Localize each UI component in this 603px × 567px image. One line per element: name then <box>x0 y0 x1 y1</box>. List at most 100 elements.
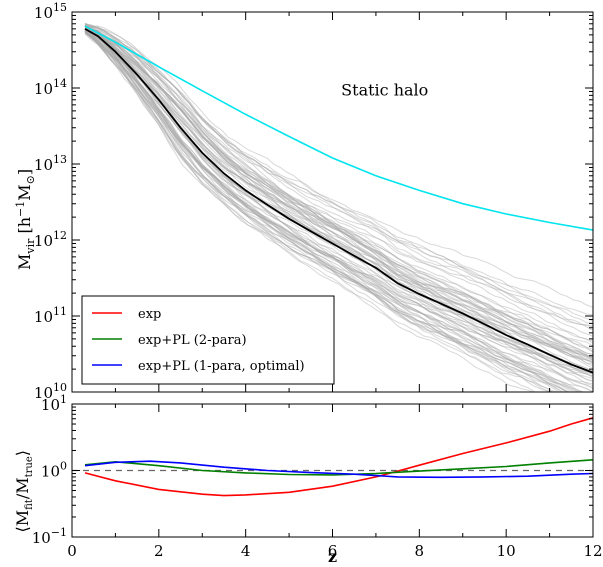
halo-track-line <box>84 30 593 392</box>
exp-ratio-line <box>84 417 594 497</box>
halo-track-line <box>84 31 535 392</box>
halo-track-line <box>84 31 554 392</box>
halo-track-line <box>84 30 593 374</box>
halo-track-line <box>84 25 593 327</box>
individual-halo-tracks <box>84 22 593 392</box>
halo-track-line <box>84 31 593 387</box>
halo-track-line <box>84 32 559 392</box>
ylabel-sup: −1 <box>14 201 27 217</box>
y-tick-label: 1013 <box>34 153 67 174</box>
halo-track-line <box>84 30 593 388</box>
top-series-lines <box>84 25 594 374</box>
y-tick-label: 1010 <box>34 381 67 402</box>
x-tick-label: 2 <box>154 542 164 560</box>
ratio-y-tick-label: 10−1 <box>32 526 67 547</box>
halo-track-line <box>84 27 593 355</box>
legend: exp exp+PL (2-para) exp+PL (1-para, optima… <box>81 295 335 385</box>
x-tick-label: 6 <box>328 542 338 560</box>
y-tick-label: 1012 <box>34 229 67 250</box>
ratio-label-close: ⟩ <box>13 450 32 456</box>
ratio-y-tick-label: 100 <box>41 460 67 481</box>
halo-track-line <box>84 31 555 392</box>
halo-track-line <box>84 23 593 363</box>
bottom-panel: 10−1 100 101 0 2 4 6 8 10 12 z ⟨Mfit/Mtrue⟩ <box>13 393 603 566</box>
halo-track-line <box>84 22 593 328</box>
legend-label: exp <box>138 307 161 322</box>
legend-label: exp+PL (2-para) <box>138 333 247 348</box>
halo-track-line <box>84 28 581 392</box>
halo-track-line <box>84 29 593 385</box>
ylabel-close: ] <box>15 169 34 175</box>
y-tick-label: 1015 <box>34 1 67 22</box>
top-axis-ticks: 1010 1011 1012 1013 1014 1015 <box>34 1 594 402</box>
halo-track-line <box>84 30 567 392</box>
legend-label: exp+PL (1-para, optimal) <box>138 359 305 374</box>
halo-track-line <box>84 24 593 367</box>
y-tick-label: 1011 <box>34 305 67 326</box>
ylabel-tail: M <box>15 184 34 200</box>
ylabel-rest: [h <box>15 217 34 239</box>
halo-track-line <box>84 28 593 347</box>
halo-track-line <box>84 32 585 392</box>
median-track-line <box>84 28 594 374</box>
ratio-label-true: true <box>24 456 35 477</box>
x-axis-label: z <box>328 547 337 566</box>
halo-track-line <box>84 24 593 392</box>
halo-track-line <box>84 30 593 372</box>
ratio-y-tick-label: 101 <box>41 393 67 414</box>
x-tick-label: 0 <box>67 542 77 560</box>
halo-track-line <box>84 27 593 353</box>
halo-track-line <box>84 26 593 337</box>
halo-track-line <box>84 24 593 374</box>
top-panel: Static halo 1010 1011 1012 1013 1014 1015 exp… <box>14 1 594 402</box>
halo-track-line <box>84 29 593 360</box>
halo-track-line <box>84 29 551 392</box>
halo-track-line <box>84 25 593 331</box>
halo-track-line <box>84 28 563 392</box>
halo-track-line <box>84 27 593 359</box>
halo-track-line <box>84 26 593 308</box>
halo-track-line <box>84 31 560 392</box>
bottom-y-axis-label: ⟨Mfit/Mtrue⟩ <box>13 450 35 533</box>
halo-track-line <box>84 30 580 392</box>
halo-track-line <box>84 29 583 392</box>
halo-track-line <box>84 28 593 358</box>
halo-track-line <box>84 27 593 352</box>
ylabel-main: M <box>15 254 34 270</box>
halo-track-line <box>84 23 593 325</box>
ylabel-sub: vir <box>24 238 37 255</box>
halo-track-line <box>84 27 593 369</box>
halo-track-line <box>84 27 593 377</box>
legend-box <box>81 295 335 385</box>
halo-track-line <box>84 24 593 360</box>
halo-track-line <box>84 28 593 364</box>
ratio-label-main: ⟨M <box>13 510 32 533</box>
halo-track-line <box>84 24 593 390</box>
halo-track-line <box>84 28 593 362</box>
ratio-label-mid: /M <box>13 477 32 499</box>
halo-track-line <box>84 26 593 375</box>
halo-track-line <box>84 28 570 392</box>
ratio-label-fit: fit <box>24 499 35 510</box>
exp-pl-2para-ratio-line <box>84 459 594 476</box>
halo-track-line <box>84 32 593 373</box>
static-halo-annotation: Static halo <box>341 80 428 99</box>
halo-track-line <box>84 31 593 364</box>
halo-track-line <box>84 29 593 378</box>
x-tick-label: 8 <box>415 542 425 560</box>
halo-track-line <box>84 32 569 392</box>
halo-track-line <box>84 23 593 316</box>
halo-track-line <box>84 24 593 322</box>
halo-track-line <box>84 28 537 392</box>
halo-track-line <box>84 30 565 392</box>
halo-track-line <box>84 31 593 380</box>
top-y-axis-label: Mvir [h−1M⊙] <box>14 169 37 270</box>
x-tick-label: 4 <box>241 542 251 560</box>
halo-track-line <box>84 28 593 361</box>
bottom-axis-ticks: 10−1 100 101 0 2 4 6 8 10 12 <box>32 393 603 560</box>
halo-track-line <box>84 23 593 359</box>
halo-track-line <box>84 25 593 365</box>
halo-track-line <box>84 30 576 392</box>
bottom-series-lines <box>84 417 594 497</box>
